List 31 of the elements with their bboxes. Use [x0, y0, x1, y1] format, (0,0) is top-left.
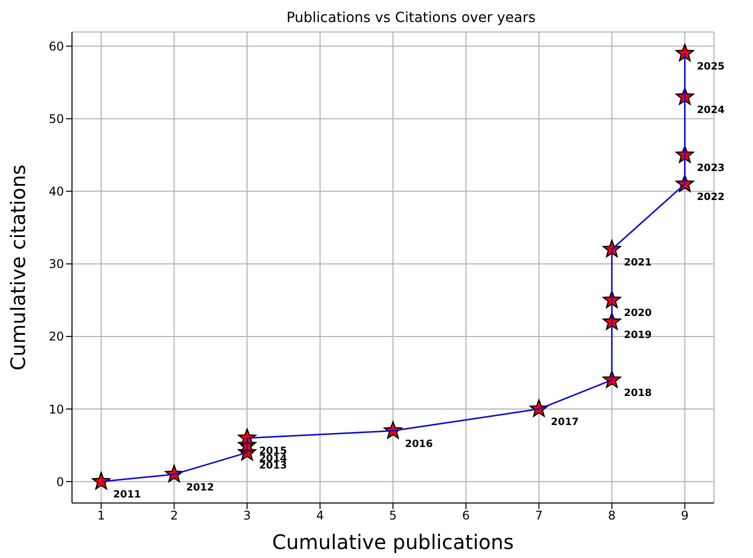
x-tick-label: 8 [608, 508, 616, 523]
x-tick-label: 2 [170, 508, 178, 523]
y-tick-label: 40 [48, 184, 64, 199]
x-tick-label: 1 [97, 508, 105, 523]
x-tick-label: 9 [681, 508, 689, 523]
x-tick-label: 6 [462, 508, 470, 523]
x-tick-label: 3 [243, 508, 251, 523]
annotation: 2011 [113, 490, 142, 501]
y-axis-title: Cumulative citations [6, 164, 30, 370]
annotation: 2017 [550, 417, 579, 428]
x-axis-title: Cumulative publications [272, 530, 514, 554]
x-tick-label: 5 [389, 508, 397, 523]
annotation: 2025 [696, 61, 725, 72]
x-tick-label: 4 [316, 508, 324, 523]
y-tick-label: 20 [48, 330, 64, 344]
annotation: 2024 [696, 104, 725, 116]
annotation: 2020 [624, 308, 652, 320]
y-tick-label: 60 [48, 39, 64, 54]
chart-title: Publications vs Citations over years [285, 10, 537, 26]
annotation: 2019 [624, 330, 652, 341]
x-tick-label: 7 [535, 508, 543, 523]
annotation: 2022 [696, 192, 725, 204]
y-tick-label: 50 [48, 112, 64, 126]
y-tick-label: 30 [48, 257, 64, 272]
annotation: 2012 [186, 482, 214, 494]
y-tick-label: 10 [48, 402, 64, 416]
annotation: 2018 [624, 388, 652, 399]
annotation: 2016 [405, 438, 433, 450]
annotation: 2021 [624, 257, 652, 268]
annotation: 2023 [696, 163, 725, 174]
y-tick-label: 0 [56, 474, 64, 489]
